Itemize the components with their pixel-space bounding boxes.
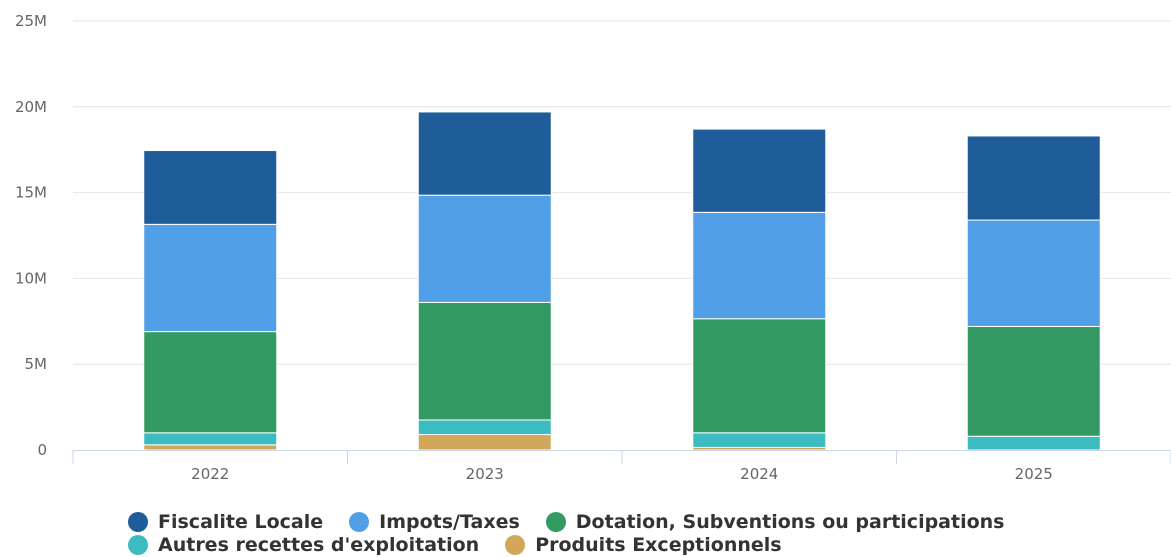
legend-label-produits-exceptionnels: Produits Exceptionnels [535,533,782,556]
legend-dot-fiscalite-locale [128,511,148,532]
y-tick-label: 20M [15,98,47,116]
bar-segment[interactable] [417,434,552,451]
bar-segment[interactable] [417,194,552,303]
x-tick-label: 2024 [740,465,778,483]
legend-dot-produits-exceptionnels [505,534,526,555]
y-tick-label: 0 [37,441,47,459]
bar-segment[interactable] [417,301,552,421]
y-tick-label: 25M [15,12,47,30]
bar-segment[interactable] [692,318,827,434]
bar-segment[interactable] [966,219,1101,327]
stacked-bar-chart: 0 5M 10M 15M 20M 25M 2022 2023 2024 2025 [15,12,1171,483]
y-axis-ticks: 0 5M 10M 15M 20M 25M [15,12,47,459]
bar-segment[interactable] [692,432,827,448]
legend-dot-autres-recettes [128,534,148,555]
bar-segment[interactable] [143,432,278,446]
bar-segment[interactable] [143,444,278,451]
legend-item-impots-taxes[interactable]: Impots/Taxes [349,511,520,533]
legend-label-fiscalite-locale: Fiscalite Locale [158,510,324,533]
legend-item-dotation[interactable]: Dotation, Subventions ou participations [545,510,1005,533]
bar-segment[interactable] [417,419,552,436]
x-tick-label: 2023 [466,465,504,483]
bar-segment[interactable] [692,128,827,213]
legend-item-autres-recettes[interactable]: Autres recettes d'exploitation [128,534,479,556]
bars [143,111,1101,451]
legend-row-2: Autres recettes d'exploitation Produits … [0,533,1171,556]
bar-segment[interactable] [143,150,278,225]
x-tick-label: 2025 [1015,465,1053,483]
legend: Fiscalite Locale Impots/Taxes Dotation, … [0,510,1171,556]
legend-label-impots-taxes: Impots/Taxes [379,510,520,533]
y-tick-label: 5M [25,355,48,373]
legend-label-dotation: Dotation, Subventions ou participations [575,510,1005,533]
legend-row-1: Fiscalite Locale Impots/Taxes Dotation, … [0,510,1171,533]
legend-item-fiscalite-locale[interactable]: Fiscalite Locale [128,511,323,533]
bar-segment[interactable] [966,325,1101,437]
legend-dot-dotation [545,511,566,532]
bar-segment[interactable] [966,435,1101,451]
bar-segment[interactable] [966,135,1101,221]
legend-item-produits-exceptionnels[interactable]: Produits Exceptionnels [505,533,782,556]
bar-segment[interactable] [417,111,552,196]
y-tick-label: 10M [15,269,47,287]
bar-segment[interactable] [692,211,827,320]
x-axis: 2022 2023 2024 2025 [72,450,1171,483]
y-tick-label: 15M [15,184,47,202]
legend-dot-impots-taxes [349,511,370,532]
bar-segment[interactable] [143,223,278,333]
legend-label-autres-recettes: Autres recettes d'exploitation [158,533,480,556]
x-tick-label: 2022 [191,465,229,483]
bar-segment[interactable] [143,331,278,434]
